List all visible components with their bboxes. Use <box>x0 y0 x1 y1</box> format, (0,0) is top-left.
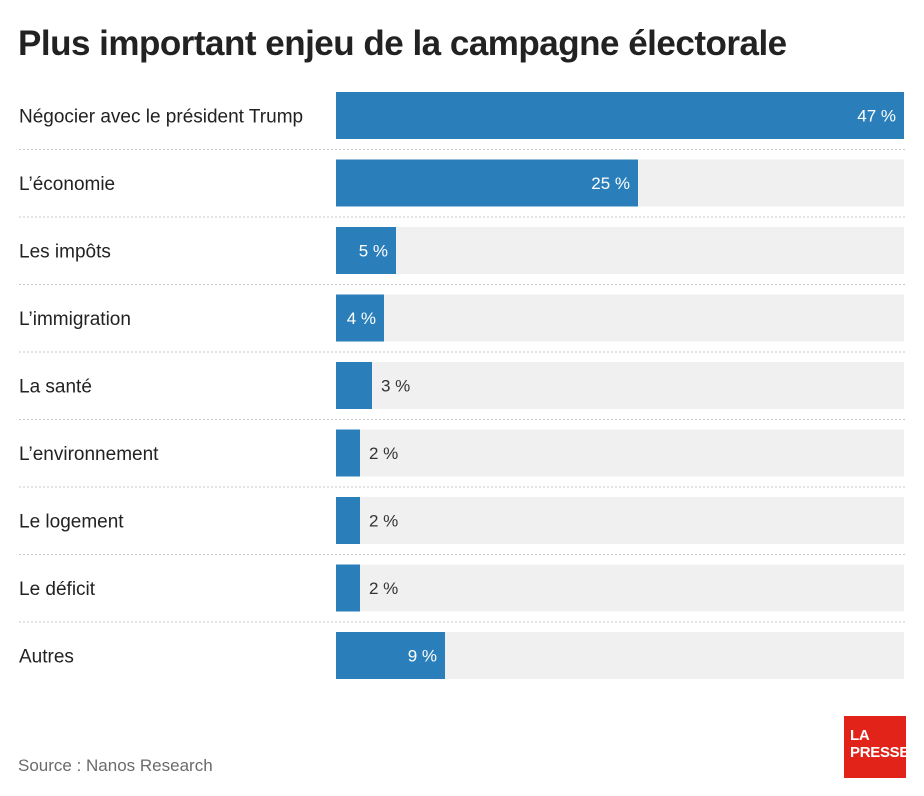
value-label: 2 % <box>369 444 398 463</box>
category-label: L’économie <box>19 174 115 195</box>
bar <box>336 227 396 274</box>
bar <box>336 159 638 207</box>
la-presse-logo: LA PRESSE <box>844 716 910 778</box>
value-label: 3 % <box>381 377 410 396</box>
bar <box>336 429 360 477</box>
category-label: L’immigration <box>19 309 131 330</box>
bar <box>336 497 360 544</box>
value-label: 5 % <box>359 242 388 261</box>
bar <box>336 92 904 139</box>
category-label: L’environnement <box>19 444 159 465</box>
value-label: 2 % <box>369 579 398 598</box>
bar <box>336 564 360 612</box>
value-label: 4 % <box>347 309 376 328</box>
category-label: Les impôts <box>19 242 111 263</box>
logo-line-1: LA <box>850 727 870 744</box>
category-label: Le logement <box>19 512 124 533</box>
category-label: Autres <box>19 647 74 668</box>
value-label: 47 % <box>857 107 896 126</box>
value-label: 9 % <box>408 647 437 666</box>
logo-line-2: PRESSE <box>850 744 910 761</box>
bar-chart: Négocier avec le président Trump 47 % L’éc… <box>19 92 905 679</box>
category-label: Le déficit <box>19 579 96 600</box>
bar-track <box>336 362 904 409</box>
category-label: La santé <box>19 377 92 398</box>
value-label: 25 % <box>591 174 630 193</box>
chart-title: Plus important enjeu de la campagne élec… <box>18 24 787 63</box>
bar-track <box>336 429 904 477</box>
source-note: Source : Nanos Research <box>18 756 213 775</box>
bar-track <box>336 564 904 612</box>
value-label: 2 % <box>369 512 398 531</box>
bar <box>336 362 372 409</box>
bar-track <box>336 294 904 342</box>
category-label: Négocier avec le président Trump <box>19 107 303 128</box>
bar <box>336 294 384 342</box>
bar-track <box>336 227 904 274</box>
bar <box>336 632 445 679</box>
bar-track <box>336 497 904 544</box>
